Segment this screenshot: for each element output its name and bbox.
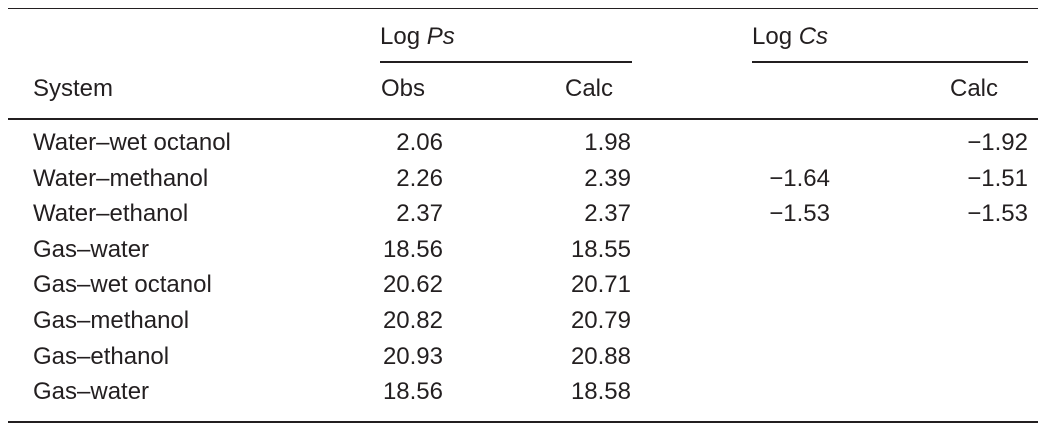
row-label: Gas–methanol [33,307,190,334]
cell: −1.92 [967,129,1028,156]
header-rule [8,118,1038,120]
cell: −1.53 [769,200,830,228]
cell: 18.56 [382,235,443,263]
row-label: Gas–water [33,378,150,406]
row-label: Water–ethanol [33,200,189,228]
cell: 18.58 [570,378,631,406]
cell: −1.64 [769,164,830,192]
cell: 20.93 [382,342,443,370]
row-label: Water–wet octanol [33,129,231,156]
cell: 20.82 [382,307,443,334]
cell: 18.56 [382,378,443,406]
column-header: Obs [381,75,426,102]
cell: 20.79 [570,307,631,334]
group-rule [752,61,1028,63]
cell: 2.37 [396,200,443,228]
group-header: Log Ps [380,23,455,50]
cell: 2.37 [584,200,631,228]
cell: 20.71 [570,271,631,299]
cell: 18.55 [570,235,631,263]
cell: 2.06 [396,129,443,156]
row-label: Water–methanol [33,164,209,192]
column-header: System [33,75,114,102]
cell: 2.39 [584,164,631,192]
cell: 1.98 [584,129,631,156]
group-rule [380,61,632,63]
cell: 20.88 [570,342,631,370]
cell: −1.53 [967,200,1028,228]
column-header: Calc [949,75,998,102]
column-header: Calc [564,75,613,102]
top-rule [8,8,1038,9]
row-label: Gas–water [33,235,150,263]
bottom-rule [8,421,1038,423]
cell: −1.51 [967,164,1028,192]
group-header: Log Cs [752,23,829,50]
cell: 2.26 [396,164,443,192]
cell: 20.62 [382,271,443,299]
row-label: Gas–wet octanol [33,271,212,299]
row-label: Gas–ethanol [33,342,170,370]
